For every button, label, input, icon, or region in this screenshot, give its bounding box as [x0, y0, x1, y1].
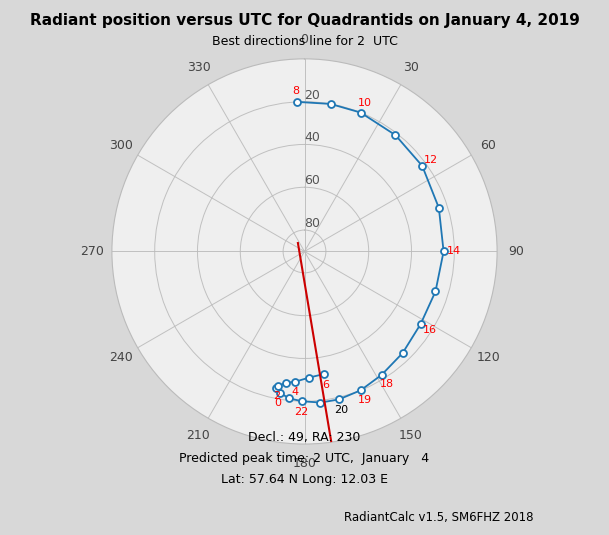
Text: 4: 4: [291, 387, 298, 398]
Text: 19: 19: [357, 395, 371, 406]
Text: 22: 22: [295, 407, 309, 417]
Text: 8: 8: [292, 86, 300, 96]
Text: Best directions line for 2  UTC: Best directions line for 2 UTC: [211, 35, 398, 48]
Text: Lat: 57.64 N Long: 12.03 E: Lat: 57.64 N Long: 12.03 E: [221, 473, 388, 486]
Text: 20: 20: [334, 405, 348, 415]
Text: 2: 2: [273, 392, 280, 401]
Text: 6: 6: [322, 380, 329, 389]
Text: 0: 0: [274, 398, 281, 408]
Text: 12: 12: [424, 155, 438, 165]
Text: 18: 18: [380, 379, 395, 389]
Text: 16: 16: [423, 325, 437, 335]
Text: Radiant position versus UTC for Quadrantids on January 4, 2019: Radiant position versus UTC for Quadrant…: [30, 13, 579, 28]
Text: 10: 10: [357, 97, 371, 108]
Text: 14: 14: [447, 247, 462, 256]
Text: RadiantCalc v1.5, SM6FHZ 2018: RadiantCalc v1.5, SM6FHZ 2018: [343, 511, 533, 524]
Text: Predicted peak time: 2 UTC,  January   4: Predicted peak time: 2 UTC, January 4: [180, 452, 429, 465]
Text: Decl.: 49, RA: 230: Decl.: 49, RA: 230: [248, 431, 361, 444]
